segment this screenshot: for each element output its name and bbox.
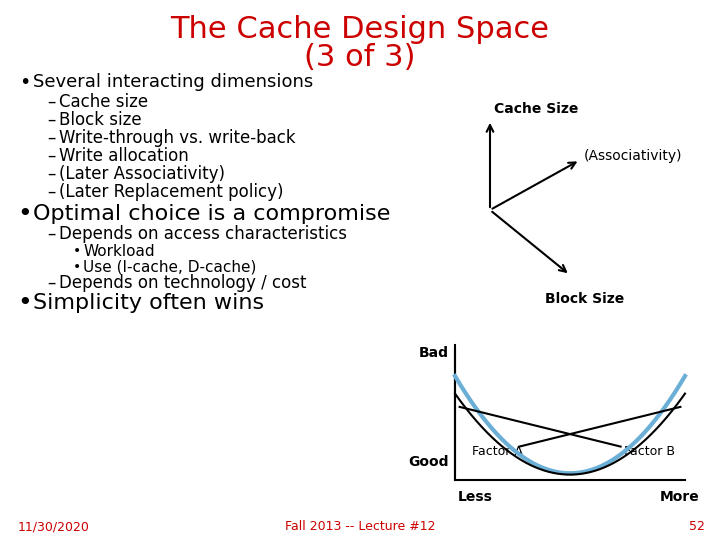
Text: •: • [17, 291, 32, 315]
Text: Several interacting dimensions: Several interacting dimensions [33, 73, 313, 91]
Text: –: – [47, 183, 55, 201]
Text: •: • [19, 72, 30, 91]
Text: Block Size: Block Size [545, 292, 624, 306]
Text: Factor A: Factor A [472, 445, 523, 458]
Text: The Cache Design Space: The Cache Design Space [171, 16, 549, 44]
Text: More: More [660, 490, 700, 504]
Text: Factor B: Factor B [624, 445, 675, 458]
Text: Use (I-cache, D-cache): Use (I-cache, D-cache) [83, 260, 256, 274]
Text: Bad: Bad [419, 346, 449, 360]
Text: Simplicity often wins: Simplicity often wins [33, 293, 264, 313]
Text: (3 of 3): (3 of 3) [305, 43, 415, 71]
Text: Fall 2013 -- Lecture #12: Fall 2013 -- Lecture #12 [284, 521, 436, 534]
Text: •: • [73, 260, 81, 274]
Text: (Later Replacement policy): (Later Replacement policy) [59, 183, 284, 201]
Text: 11/30/2020: 11/30/2020 [18, 521, 90, 534]
Text: –: – [47, 129, 55, 147]
Text: Cache size: Cache size [59, 93, 148, 111]
Text: –: – [47, 147, 55, 165]
Text: Cache Size: Cache Size [494, 102, 578, 116]
Text: Workload: Workload [83, 244, 155, 259]
Text: Write allocation: Write allocation [59, 147, 189, 165]
Text: –: – [47, 111, 55, 129]
Text: (Associativity): (Associativity) [584, 149, 683, 163]
Text: Good: Good [408, 455, 449, 469]
Text: –: – [47, 165, 55, 183]
Text: Block size: Block size [59, 111, 142, 129]
Text: (Later Associativity): (Later Associativity) [59, 165, 225, 183]
Text: Depends on technology / cost: Depends on technology / cost [59, 274, 307, 292]
Text: –: – [47, 274, 55, 292]
Text: Optimal choice is a compromise: Optimal choice is a compromise [33, 204, 390, 224]
Text: –: – [47, 225, 55, 243]
Text: Depends on access characteristics: Depends on access characteristics [59, 225, 347, 243]
Text: •: • [17, 202, 32, 226]
Text: –: – [47, 93, 55, 111]
Text: 52: 52 [689, 521, 705, 534]
Text: •: • [73, 244, 81, 258]
Text: Less: Less [458, 490, 492, 504]
Text: Write-through vs. write-back: Write-through vs. write-back [59, 129, 296, 147]
